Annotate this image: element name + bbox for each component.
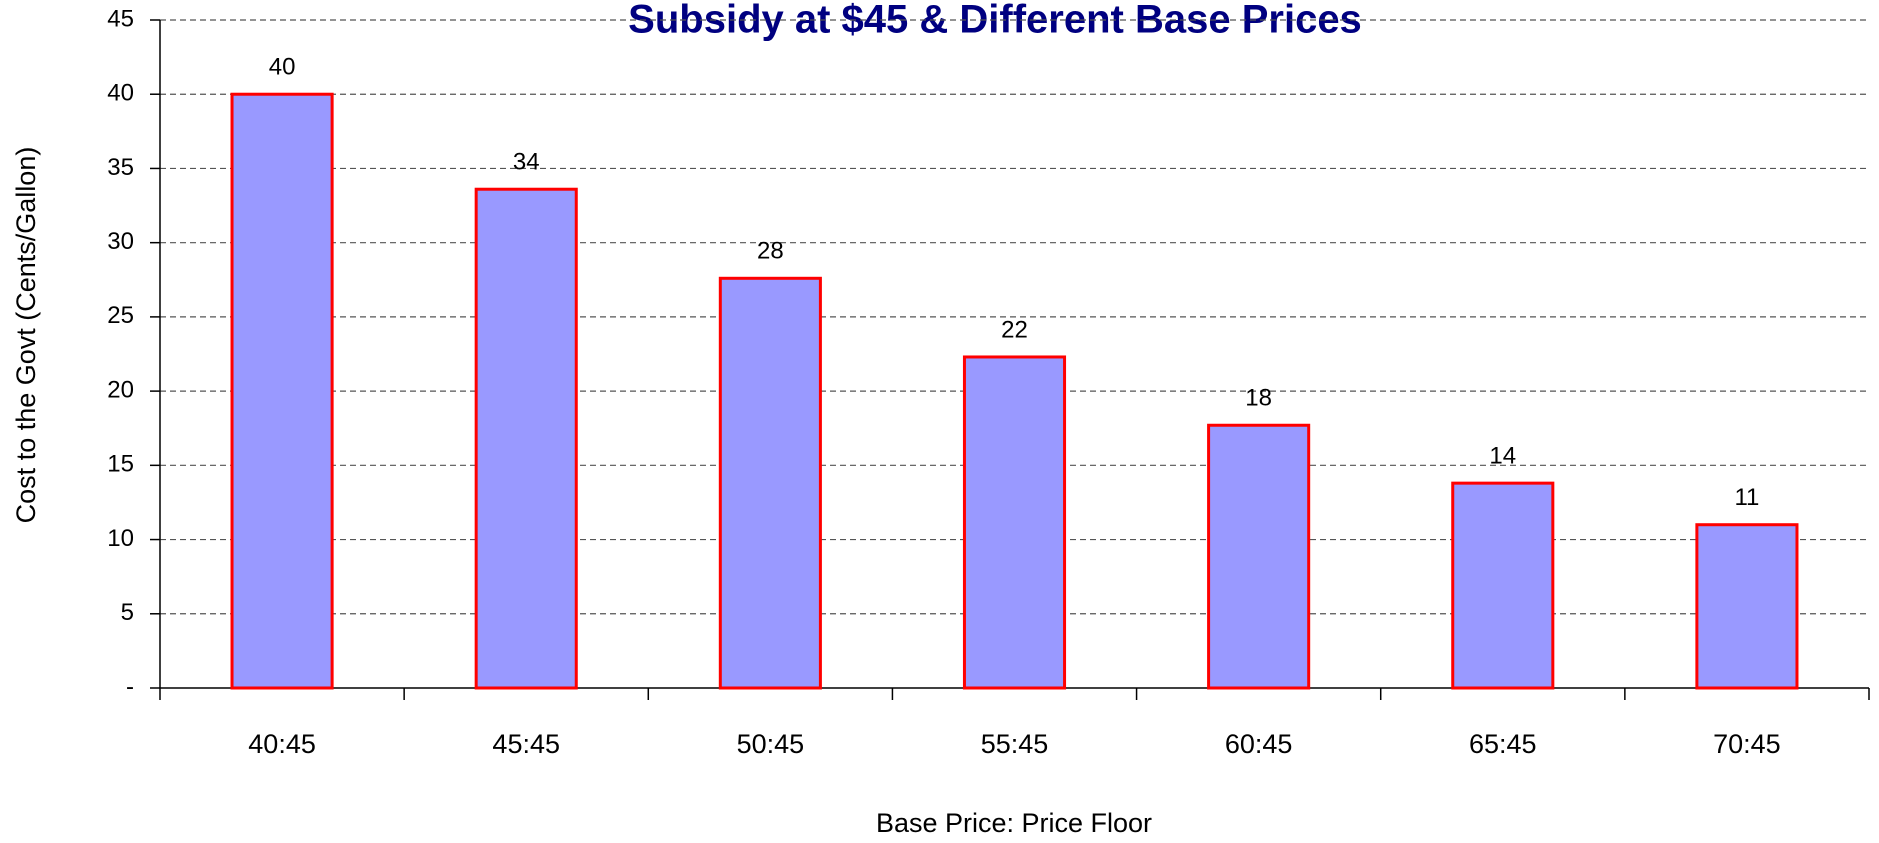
y-tick-label: 40 [107, 80, 134, 107]
data-label: 18 [1245, 385, 1272, 412]
data-label: 34 [513, 149, 540, 176]
x-tick-label: 50:45 [737, 729, 805, 759]
bar [1207, 423, 1311, 690]
bar [230, 92, 334, 690]
bar [962, 355, 1067, 690]
y-tick-label: 45 [107, 5, 134, 32]
data-label: 22 [1001, 316, 1028, 343]
y-tick-label: 15 [107, 451, 134, 478]
x-tick-label: 55:45 [981, 729, 1049, 759]
x-tick-label: 65:45 [1469, 729, 1537, 759]
y-tick-label: 35 [107, 154, 134, 181]
data-label: 28 [757, 238, 784, 265]
x-tick-label: 70:45 [1713, 729, 1781, 759]
data-label: 11 [1734, 484, 1759, 511]
bar [1695, 523, 1799, 690]
chart-title: Subsidy at $45 & Different Base Prices [628, 0, 1362, 42]
x-tick-label: 45:45 [492, 729, 560, 759]
y-axis-title: Cost to the Govt (Cents/Gallon) [11, 147, 41, 524]
data-label: 14 [1489, 442, 1516, 469]
x-tick-label: 60:45 [1225, 729, 1293, 759]
x-tick-label: 40:45 [248, 729, 316, 759]
bar [1451, 481, 1555, 690]
bar [718, 276, 822, 690]
x-axis-title: Base Price: Price Floor [876, 808, 1152, 838]
y-tick-label: 10 [107, 525, 134, 552]
y-tick-label: 20 [107, 376, 134, 403]
bar [474, 187, 578, 690]
y-tick-label: - [126, 673, 134, 700]
data-label: 40 [269, 54, 296, 81]
y-tick-label: 30 [107, 228, 134, 255]
y-tick-label: 5 [121, 599, 134, 626]
y-tick-label: 25 [107, 302, 134, 329]
